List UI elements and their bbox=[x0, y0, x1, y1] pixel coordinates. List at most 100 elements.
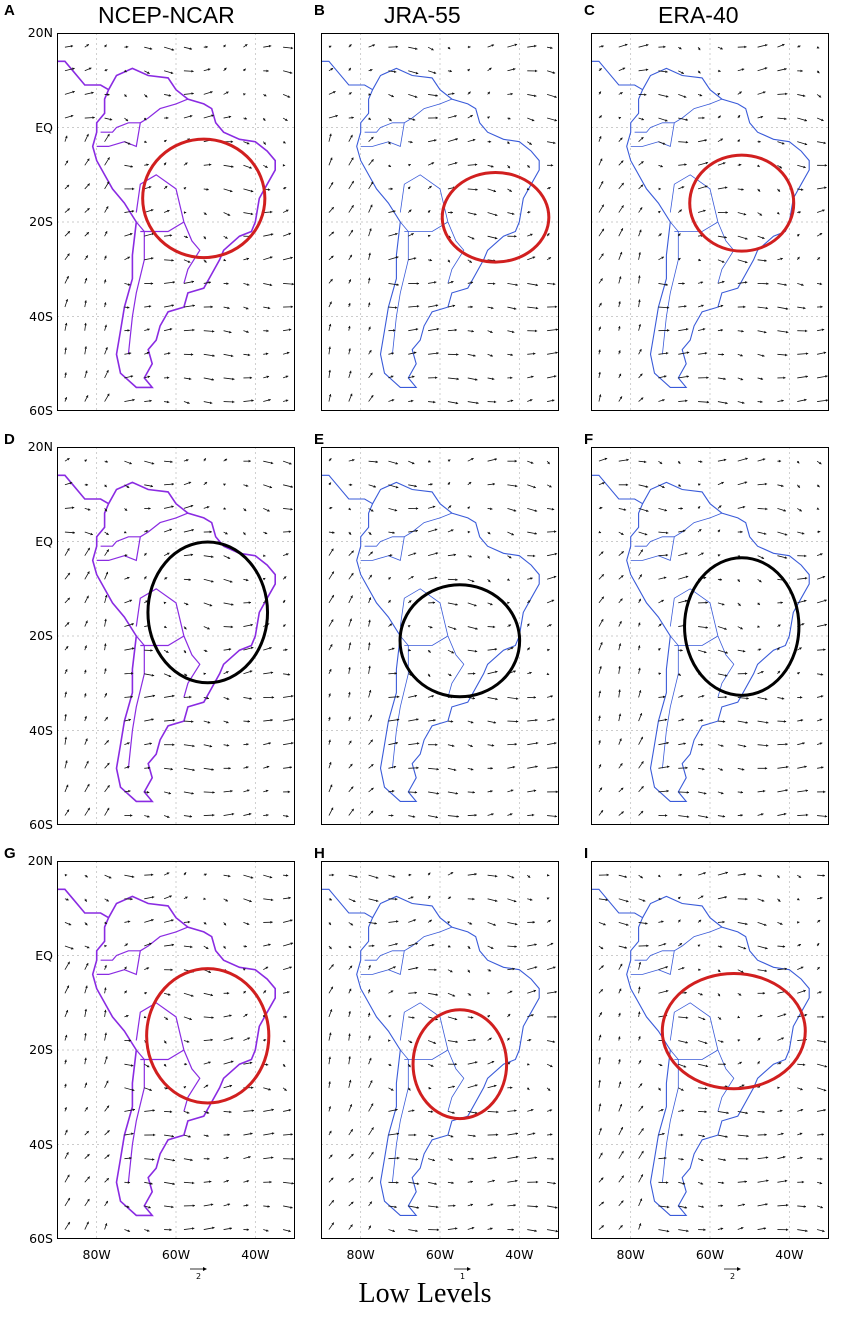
wind-vector bbox=[717, 328, 724, 332]
wind-vector bbox=[408, 575, 414, 580]
wind-vector bbox=[408, 815, 416, 818]
wind-vector bbox=[618, 763, 623, 769]
wind-vector bbox=[757, 1156, 769, 1160]
wind-vector bbox=[183, 459, 189, 462]
wind-vector bbox=[598, 898, 608, 902]
wind-vector bbox=[164, 327, 173, 332]
wind-vector bbox=[408, 94, 418, 98]
country-border bbox=[630, 141, 659, 147]
wind-vector bbox=[223, 115, 232, 119]
wind-vector bbox=[282, 1087, 287, 1092]
wind-vector bbox=[143, 1015, 147, 1019]
wind-vector bbox=[717, 401, 728, 405]
wind-vector bbox=[84, 898, 88, 902]
wind-vector bbox=[797, 141, 808, 146]
wind-vector bbox=[104, 668, 107, 674]
wind-vector bbox=[507, 720, 519, 723]
wind-vector bbox=[124, 398, 135, 402]
wind-vector bbox=[163, 919, 174, 923]
wind-vector bbox=[507, 67, 516, 72]
wind-vector bbox=[203, 530, 212, 534]
wind-vector bbox=[84, 945, 90, 949]
longitude-label: 40W bbox=[505, 1247, 534, 1262]
wind-vector bbox=[717, 1111, 729, 1115]
wind-vector bbox=[638, 922, 648, 925]
wind-vector bbox=[84, 277, 88, 284]
wind-vector bbox=[243, 1061, 253, 1065]
wind-vector bbox=[737, 1134, 749, 1138]
wind-vector bbox=[348, 808, 355, 816]
wind-vector bbox=[104, 549, 110, 556]
wind-vector bbox=[658, 942, 667, 947]
wind-vector bbox=[467, 188, 478, 191]
wind-vector bbox=[507, 624, 512, 627]
wind-vector bbox=[598, 115, 603, 119]
wind-vector bbox=[467, 163, 478, 167]
wind-vector bbox=[283, 648, 288, 652]
wind-vector bbox=[658, 256, 665, 261]
wind-vector bbox=[223, 922, 227, 926]
wind-vector bbox=[507, 117, 511, 120]
wind-vector bbox=[427, 919, 433, 923]
wind-vector bbox=[797, 813, 809, 817]
wind-vector bbox=[546, 257, 552, 261]
wind-vector bbox=[84, 207, 90, 213]
wind-vector bbox=[447, 280, 454, 284]
wind-vector bbox=[467, 377, 478, 381]
wind-vector bbox=[328, 482, 332, 486]
wind-vector bbox=[408, 1181, 420, 1185]
wind-vector bbox=[618, 1081, 622, 1088]
wind-vector bbox=[368, 508, 374, 512]
wind-vector bbox=[408, 766, 419, 770]
wind-vector bbox=[678, 484, 682, 487]
wind-vector bbox=[84, 43, 90, 48]
wind-vector bbox=[547, 648, 550, 652]
country-border bbox=[135, 1002, 185, 1051]
wind-vector bbox=[737, 872, 747, 876]
wind-vector bbox=[757, 259, 767, 262]
wind-vector bbox=[487, 1037, 492, 1041]
wind-vector bbox=[408, 791, 418, 794]
wind-vector bbox=[428, 968, 437, 972]
wind-vector bbox=[348, 898, 356, 903]
wind-vector bbox=[64, 1034, 68, 1041]
wind-vector bbox=[367, 277, 371, 284]
wind-vector bbox=[507, 922, 518, 926]
wind-vector bbox=[282, 140, 286, 144]
wind-vector bbox=[368, 1057, 372, 1065]
wind-vector bbox=[678, 1109, 685, 1113]
wind-vector bbox=[124, 672, 134, 675]
wind-vector bbox=[104, 93, 110, 96]
wind-vector bbox=[124, 966, 127, 970]
wind-vector bbox=[527, 531, 538, 535]
wind-vector bbox=[527, 352, 536, 356]
wind-vector bbox=[104, 1130, 110, 1136]
wind-vector bbox=[124, 1108, 136, 1112]
wind-vector bbox=[487, 235, 498, 240]
wind-vector bbox=[243, 766, 249, 769]
country-border bbox=[135, 174, 185, 223]
wind-vector bbox=[658, 765, 670, 769]
wind-vector bbox=[487, 140, 492, 144]
wind-vector bbox=[507, 306, 517, 310]
wind-vector bbox=[164, 460, 173, 464]
wind-vector bbox=[104, 571, 109, 580]
wind-vector bbox=[757, 507, 768, 511]
wind-vector bbox=[183, 377, 192, 381]
wind-vector bbox=[658, 375, 667, 379]
wind-vector bbox=[328, 231, 335, 237]
wind-vector bbox=[797, 1132, 803, 1136]
wind-vector bbox=[447, 401, 459, 405]
wind-vector bbox=[546, 718, 555, 722]
wind-vector bbox=[487, 67, 492, 72]
wind-vector bbox=[658, 94, 669, 98]
wind-vector bbox=[507, 990, 513, 994]
wind-vector bbox=[368, 117, 372, 121]
wind-vector bbox=[223, 258, 227, 262]
wind-vector bbox=[144, 375, 151, 379]
wind-vector bbox=[203, 457, 207, 462]
wind-vector bbox=[467, 1157, 474, 1161]
wind-vector bbox=[348, 279, 352, 284]
wind-vector bbox=[507, 1155, 519, 1160]
wind-vector bbox=[124, 187, 135, 191]
